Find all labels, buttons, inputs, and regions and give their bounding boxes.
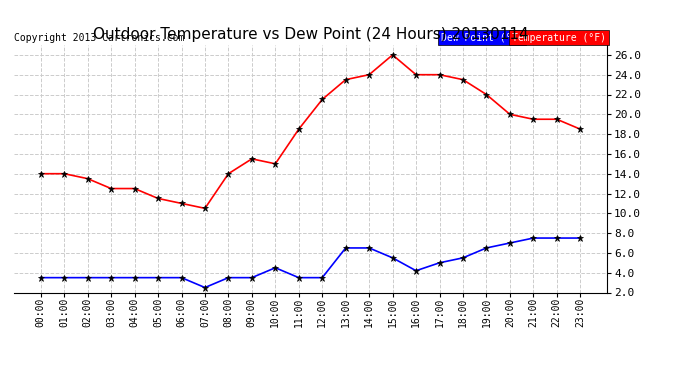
Title: Outdoor Temperature vs Dew Point (24 Hours) 20130114: Outdoor Temperature vs Dew Point (24 Hou… xyxy=(92,27,529,42)
Text: Dew Point (°F): Dew Point (°F) xyxy=(440,33,523,42)
Text: Temperature (°F): Temperature (°F) xyxy=(512,33,606,42)
Text: Copyright 2013 Cartronics.com: Copyright 2013 Cartronics.com xyxy=(14,33,184,42)
